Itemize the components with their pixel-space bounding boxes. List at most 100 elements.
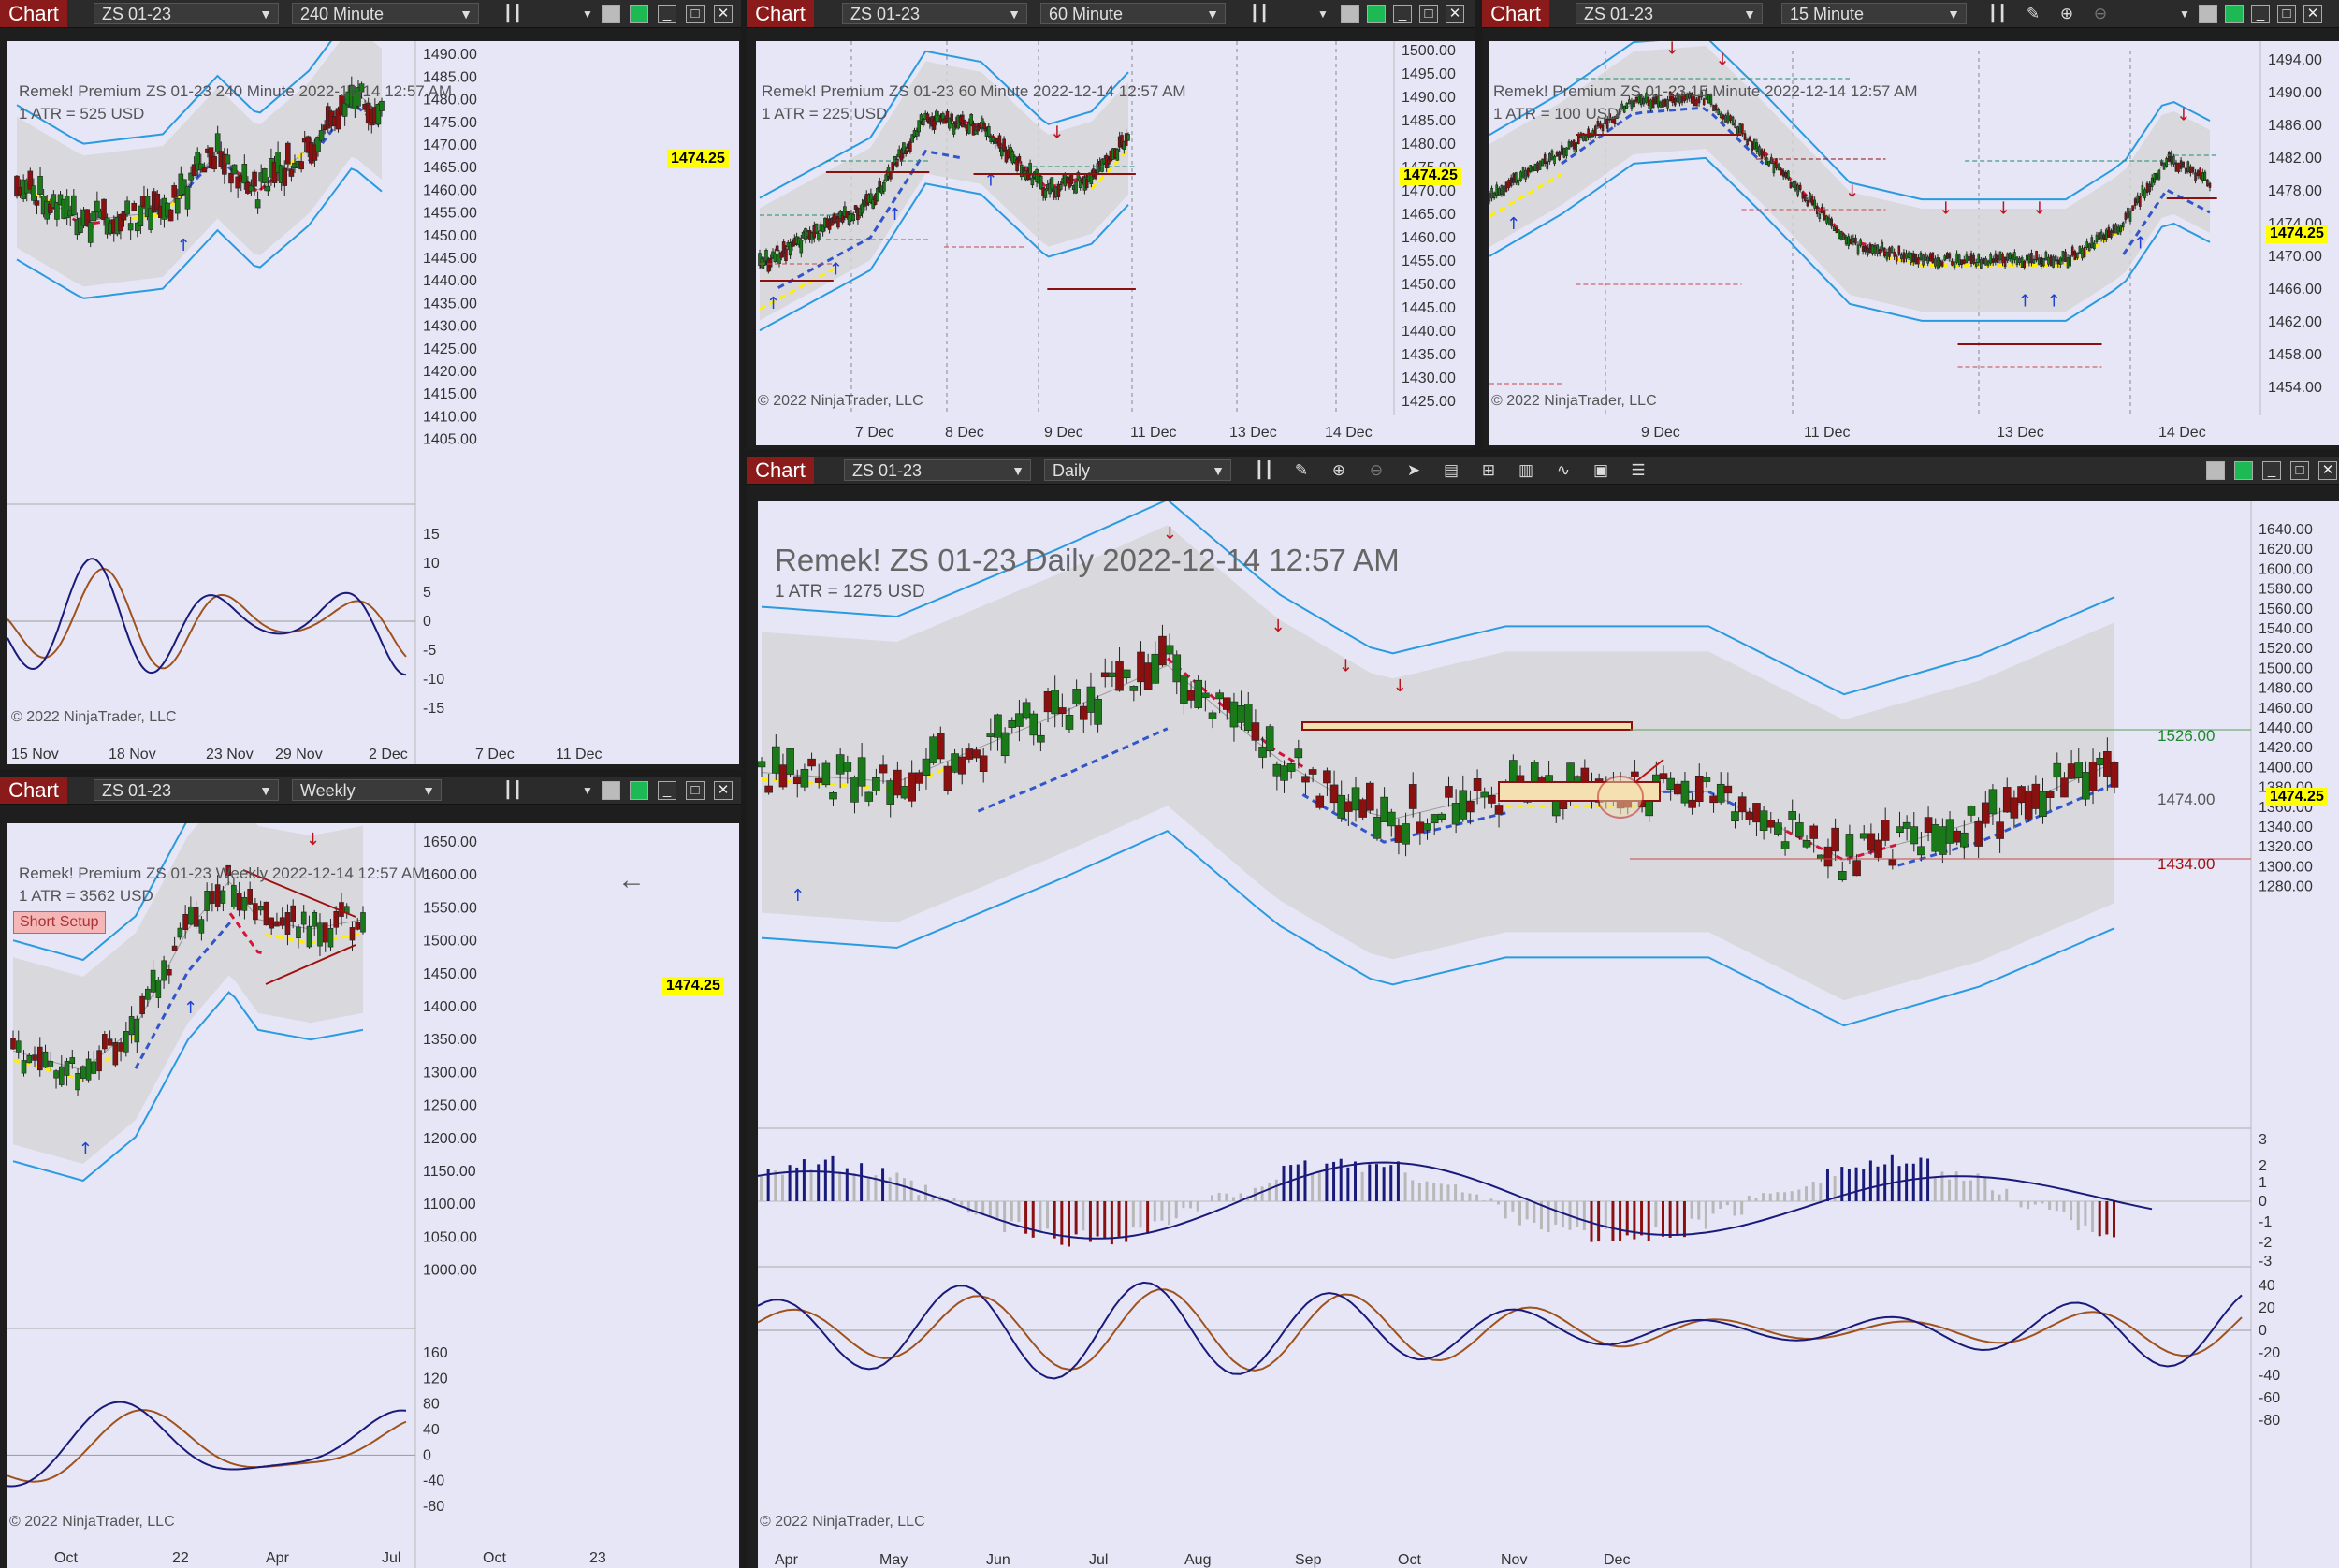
zoom-in-icon[interactable]: ⊕ <box>1331 461 1346 479</box>
drawing-tool-icon[interactable]: ✎ <box>2026 5 2041 22</box>
bar-type-icon[interactable]: ┃┃ <box>502 5 523 22</box>
price-axis-label: 1455.00 <box>1402 254 1456 269</box>
price-axis-label: 1470.00 <box>2268 249 2322 265</box>
candle-down <box>1558 151 1561 161</box>
candle-down <box>836 216 840 228</box>
properties-icon[interactable]: ⊞ <box>1481 461 1496 479</box>
chevron-down-icon[interactable]: ▼ <box>582 7 593 21</box>
close-button[interactable]: ✕ <box>714 5 733 23</box>
candle-down <box>1702 98 1706 106</box>
candle-down <box>2103 751 2112 777</box>
candle-down <box>193 907 199 927</box>
close-button[interactable]: ✕ <box>1446 5 1464 23</box>
candle-up <box>1108 672 1117 677</box>
instrument-selector[interactable]: ZS 01-23 ▼ <box>844 459 1031 481</box>
interval-selector[interactable]: Daily ▼ <box>1044 459 1231 481</box>
zoom-out-icon[interactable]: ⊖ <box>2093 5 2108 22</box>
maximize-button[interactable]: □ <box>686 781 705 800</box>
zoom-in-icon[interactable]: ⊕ <box>2059 5 2074 22</box>
bar-type-icon[interactable]: ┃┃ <box>1254 461 1274 479</box>
bar-type-icon[interactable]: ┃┃ <box>1987 5 2008 22</box>
long-signal-arrow: ↑ <box>829 259 843 279</box>
window-link-button[interactable] <box>602 5 620 23</box>
instrument-selector[interactable]: ZS 01-23 ▼ <box>94 779 279 801</box>
price-panel[interactable]: ↑ ↓ ↓ ↓ ↓ ↓ ↓ ↑ ↑ ↑ ↓ 1494.00 1490.00 1486.00 1482.00 1… <box>1489 41 2339 445</box>
maximize-button[interactable]: □ <box>2290 461 2309 480</box>
list-icon[interactable]: ☰ <box>1631 461 1646 479</box>
interval-selector[interactable]: 240 Minute ▼ <box>292 3 479 24</box>
chevron-down-icon[interactable]: ▼ <box>2179 7 2190 21</box>
candle-down <box>1662 99 1664 108</box>
drawing-tool-icon[interactable]: ✎ <box>1294 461 1309 479</box>
window-link-button[interactable] <box>2199 5 2217 23</box>
instrument-selector[interactable]: ZS 01-23 ▼ <box>842 3 1027 24</box>
candle-down <box>1611 117 1614 123</box>
candle-down <box>1680 94 1684 103</box>
price-panel[interactable]: ↑ ↑ ↑ ↑ ↓ 1500.00 1495.00 1490.00 1485.00 1480.00… <box>756 41 1475 445</box>
window-link-button[interactable] <box>2206 461 2225 480</box>
instrument-selector[interactable]: ZS 01-23 ▼ <box>94 3 279 24</box>
candle-down <box>1546 161 1549 169</box>
templates-icon[interactable]: ▣ <box>1592 461 1609 479</box>
data-box-icon[interactable]: ▤ <box>1443 461 1460 479</box>
maximize-button[interactable]: □ <box>686 5 705 23</box>
candle-down <box>2196 170 2200 177</box>
back-arrow-icon[interactable]: ← <box>617 864 646 895</box>
zoom-out-icon[interactable]: ⊖ <box>1369 461 1384 479</box>
strategies-icon[interactable]: ∿ <box>1556 461 1571 479</box>
interval-selector[interactable]: 60 Minute ▼ <box>1040 3 1226 24</box>
candle-down <box>14 175 20 197</box>
chart-menu-button[interactable]: Chart <box>0 0 67 27</box>
window-color-button[interactable] <box>2225 5 2244 23</box>
candle-down <box>778 764 788 788</box>
candle-down <box>1633 99 1635 108</box>
instrument-selector[interactable]: ZS 01-23 ▼ <box>1576 3 1763 24</box>
oscillator-line <box>758 1281 2243 1380</box>
price-panel[interactable]: ↑ ↓ ↓ ↓ ↓ 1640.00 1620.00 1600.00 1580.00 1560.00… <box>758 501 2339 1568</box>
chart-menu-button[interactable]: Chart <box>747 457 814 484</box>
candle-up <box>197 163 204 170</box>
indicators-icon[interactable]: ▥ <box>1518 461 1534 479</box>
bar-type-icon[interactable]: ┃┃ <box>1249 5 1270 22</box>
candle-up <box>195 152 201 171</box>
candle-down <box>2145 182 2149 194</box>
window-link-button[interactable] <box>602 781 620 800</box>
candle-up <box>1755 142 1759 152</box>
interval-selector[interactable]: Weekly ▼ <box>292 779 442 801</box>
candle-up <box>315 136 321 152</box>
window-color-button[interactable] <box>1367 5 1386 23</box>
maximize-button[interactable]: □ <box>2277 5 2296 23</box>
chart-menu-button[interactable]: Chart <box>747 0 814 27</box>
candle-up <box>184 186 191 210</box>
candle-down <box>915 772 923 784</box>
price-panel[interactable]: ↑1495.001490.001485.001480.001475.001470… <box>7 41 739 764</box>
maximize-button[interactable]: □ <box>1419 5 1438 23</box>
minimize-button[interactable]: _ <box>1393 5 1412 23</box>
close-button[interactable]: ✕ <box>714 781 733 800</box>
chart-menu-button[interactable]: Chart <box>0 777 67 804</box>
window-color-button[interactable] <box>630 781 648 800</box>
minimize-button[interactable]: _ <box>2262 461 2281 480</box>
oscillator-axis-label: 10 <box>423 556 440 572</box>
bar-type-icon[interactable]: ┃┃ <box>502 781 523 799</box>
pointer-icon[interactable]: ➤ <box>1406 461 1421 479</box>
minimize-button[interactable]: _ <box>2251 5 2270 23</box>
minimize-button[interactable]: _ <box>658 5 676 23</box>
window-link-button[interactable] <box>1341 5 1359 23</box>
candle-down <box>2139 196 2142 207</box>
window-color-button[interactable] <box>2234 461 2253 480</box>
candle-up <box>814 223 819 234</box>
close-button[interactable]: ✕ <box>2318 461 2337 480</box>
close-button[interactable]: ✕ <box>2303 5 2322 23</box>
chart-menu-button[interactable]: Chart <box>1482 0 1549 27</box>
price-panel[interactable]: ↑ ↑ ↓ 1650.00 1600.00 1550.00 1500.00 1450.00 14… <box>7 823 739 1568</box>
minimize-button[interactable]: _ <box>658 781 676 800</box>
window-color-button[interactable] <box>630 5 648 23</box>
chevron-down-icon[interactable]: ▼ <box>582 784 593 797</box>
chevron-down-icon[interactable]: ▼ <box>1317 7 1329 21</box>
interval-selector[interactable]: 15 Minute ▼ <box>1781 3 1967 24</box>
candle-down <box>1323 770 1331 784</box>
histogram-bar <box>1146 1201 1150 1234</box>
candle-up <box>1905 253 1908 259</box>
candle-down <box>2003 256 2007 268</box>
